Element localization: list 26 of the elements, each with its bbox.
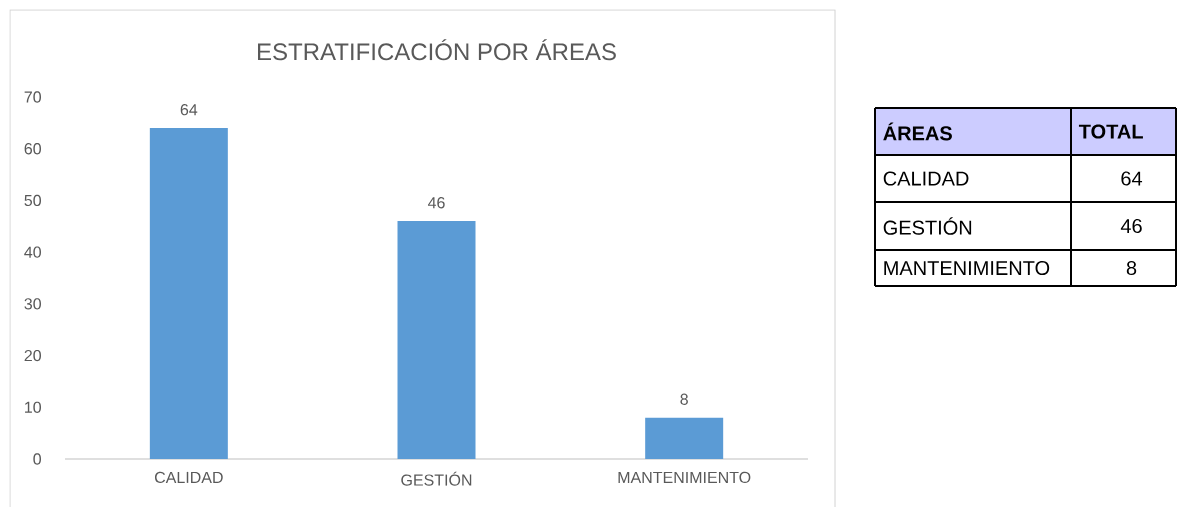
- y-tick-label: 20: [24, 349, 41, 362]
- bar: [397, 221, 476, 460]
- y-tick-label: 70: [24, 91, 41, 103]
- text: ÁREAS: [883, 122, 952, 141]
- text: TOTAL: [1078, 124, 1143, 139]
- data-label: 46: [427, 197, 445, 209]
- y-tick-label: 10: [25, 401, 41, 413]
- y-tick-label: 30: [24, 298, 41, 310]
- y-tick-label: 0: [33, 453, 42, 465]
- text: CALIDAD: [883, 171, 969, 186]
- x-tick-label: CALIDAD: [154, 471, 223, 484]
- text: MANTENIMIENTO: [884, 260, 1050, 276]
- data-label: 8: [680, 393, 688, 405]
- text: 64: [1121, 171, 1143, 186]
- x-tick-label: GESTIÓN: [401, 471, 472, 486]
- text: 46: [1120, 218, 1142, 234]
- text: 8: [1126, 260, 1137, 276]
- x-tick-label: MANTENIMIENTO: [618, 471, 751, 484]
- bar: [149, 128, 228, 460]
- y-tick-label: 40: [24, 246, 41, 258]
- chart-title: ESTRATIFICACIÓN POR ÁREAS: [258, 39, 616, 61]
- data-label: 64: [180, 104, 198, 116]
- bar: [645, 417, 724, 460]
- y-tick-label: 50: [24, 194, 41, 207]
- text: GESTIÓN: [883, 217, 972, 235]
- y-tick-label: 60: [24, 143, 41, 155]
